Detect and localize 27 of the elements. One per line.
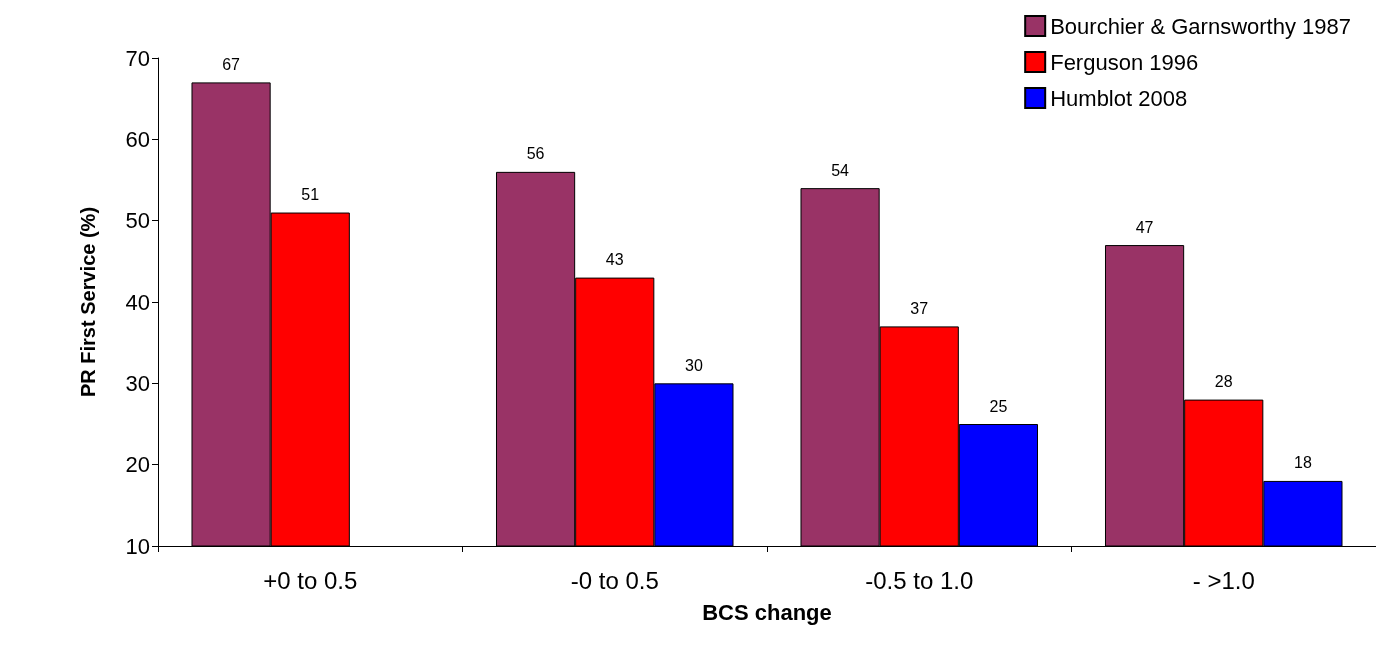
y-tick-label: 10 [125,533,150,559]
legend-label: Bourchier & Garnsworthy 1987 [1050,13,1352,39]
data-label: 67 [222,55,241,73]
data-label: 30 [685,356,703,374]
data-label: 47 [1135,218,1154,236]
x-tick-label: +0 to 0.5 [263,566,358,594]
y-tick-label: 40 [125,289,150,315]
y-tick-label: 20 [125,452,150,478]
x-axis-title: BCS change [702,599,832,625]
data-label: 54 [831,161,850,179]
y-tick-label: 60 [125,126,150,152]
y-tick-label: 30 [125,370,150,396]
data-label: 18 [1294,454,1312,472]
data-label: 43 [605,251,624,269]
data-label: 37 [910,299,929,317]
data-label: 28 [1214,373,1233,391]
legend-label: Humblot 2008 [1050,85,1188,111]
data-label: 51 [301,186,320,204]
y-tick-label: 50 [125,208,150,234]
x-tick-label: -0.5 to 1.0 [865,566,974,594]
x-tick-label: - >1.0 [1192,566,1255,594]
data-label: 56 [526,145,545,163]
data-label: 25 [989,397,1008,415]
y-axis-title: PR First Service (%) [77,206,99,398]
y-tick-label: 70 [125,45,150,71]
x-tick-label: -0 to 0.5 [570,566,659,594]
legend-label: Ferguson 1996 [1050,49,1199,75]
